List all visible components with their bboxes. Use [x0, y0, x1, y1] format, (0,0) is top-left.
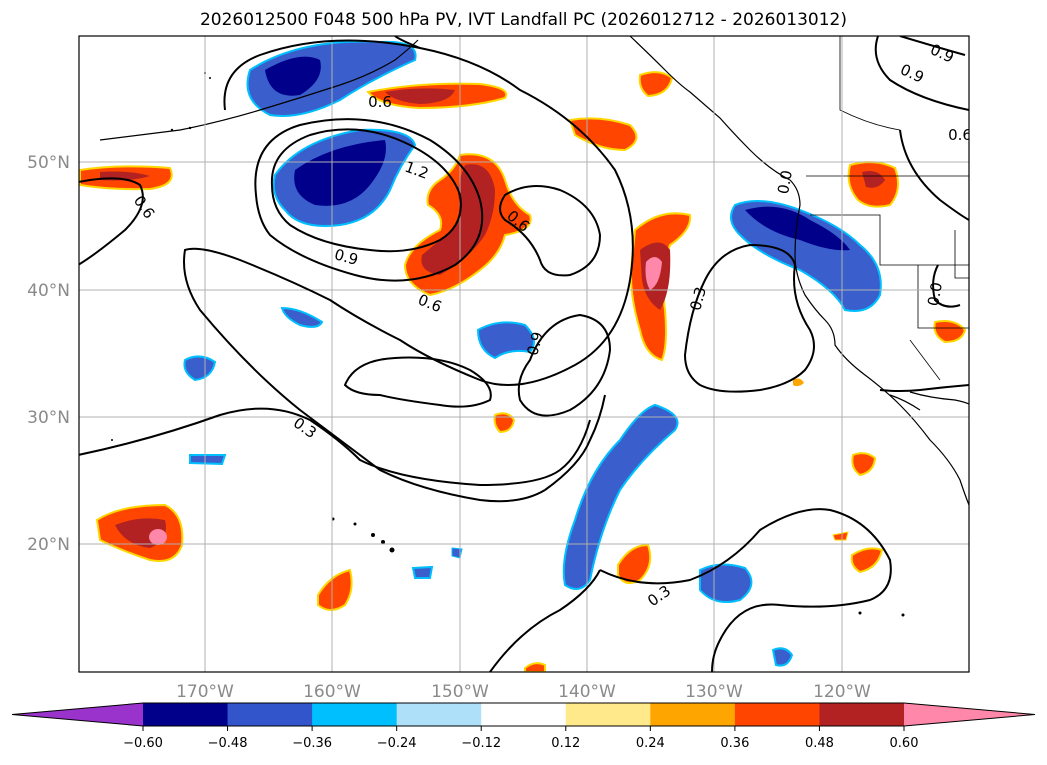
colorbar-tick-label: 0.48: [805, 736, 834, 751]
lat-label: 50°N: [27, 153, 70, 173]
contour-label: 0.9: [523, 330, 547, 358]
lat-label: 40°N: [27, 281, 70, 301]
colorbar-tick-label: 0.24: [636, 736, 665, 751]
colorbar-segment: [396, 703, 482, 726]
colorbar-segment: [650, 703, 736, 726]
pv-contours: [79, 36, 969, 672]
contour-label: 0.6: [948, 126, 972, 144]
colorbar-segment: [481, 703, 567, 726]
colorbar-extend-min: [12, 703, 143, 726]
colorbar-segment: [565, 703, 651, 726]
colorbar-tick-label: 0.12: [551, 736, 580, 751]
map-frame: [78, 35, 970, 673]
gridlines: [79, 36, 969, 672]
negative-anomaly-regions: [183, 40, 882, 667]
colorbar-tick-label: −0.24: [377, 736, 417, 751]
colorbar-extend-max: [904, 703, 1035, 726]
latitude-labels: 50°N 40°N 30°N 20°N: [27, 153, 70, 555]
political-borders: [806, 36, 969, 381]
colorbar-tick-label: 0.36: [720, 736, 749, 751]
colorbar-tick-label: −0.48: [208, 736, 248, 751]
colorbar-segment: [227, 703, 313, 726]
contour-label: 0.0: [924, 281, 946, 308]
colorbar-tick-label: −0.36: [292, 736, 332, 751]
contour-label: 0.0: [774, 169, 796, 196]
colorbar-tick-label: −0.60: [123, 736, 163, 751]
lat-label: 30°N: [27, 408, 70, 428]
colorbar-segment: [143, 703, 229, 726]
colorbar-segment: [312, 703, 398, 726]
contour-label: 0.9: [332, 245, 360, 269]
lon-label: 120°W: [813, 682, 871, 702]
map-title: 2026012500 F048 500 hPa PV, IVT Landfall…: [199, 10, 847, 30]
contour-label: 0.6: [368, 93, 392, 111]
colorbar-segment: [819, 703, 905, 726]
map-plot-area: [79, 36, 969, 672]
colorbar: −0.60 −0.48 −0.36 −0.24 −0.12 0.12 0.24 0.36 0.4…: [11, 702, 1036, 751]
colorbar-segment: [734, 703, 820, 726]
colorbar-tick-label: −0.12: [461, 736, 501, 751]
lat-label: 20°N: [27, 535, 70, 555]
lon-label: 170°W: [176, 682, 234, 702]
colorbar-tick-label: 0.60: [890, 736, 919, 751]
contour-label: 0.3: [686, 285, 710, 313]
lon-label: 150°W: [431, 682, 489, 702]
lon-label: 130°W: [685, 682, 743, 702]
lon-label: 140°W: [558, 682, 616, 702]
longitude-labels: 170°W 160°W 150°W 140°W 130°W 120°W: [176, 682, 871, 702]
lon-label: 160°W: [303, 682, 361, 702]
